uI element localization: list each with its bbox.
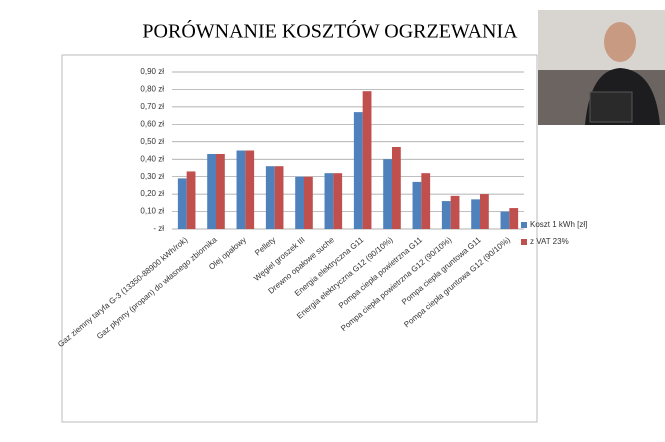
- bar: [245, 150, 255, 229]
- legend-swatch: [521, 222, 527, 228]
- webcam-wall: [538, 10, 665, 70]
- bar: [333, 173, 343, 229]
- bar: [324, 173, 334, 229]
- bar: [265, 166, 275, 229]
- webcam: [538, 10, 665, 125]
- webcam-laptop: [589, 91, 633, 123]
- bar: [353, 112, 363, 229]
- bar: [236, 150, 246, 229]
- y-tick-label: 0,80 zł: [140, 85, 164, 94]
- bar: [304, 176, 313, 229]
- y-tick-label: 0,20 zł: [140, 189, 164, 198]
- bar: [471, 199, 480, 229]
- bar: [450, 195, 460, 229]
- chart-frame: [61, 54, 538, 423]
- bar: [392, 147, 401, 229]
- bar: [207, 153, 216, 229]
- bar: [295, 176, 304, 229]
- bar: [362, 91, 372, 229]
- webcam-face: [604, 22, 636, 62]
- bar: [383, 159, 392, 229]
- y-tick-label: 0,10 zł: [140, 207, 164, 216]
- bar: [441, 201, 451, 229]
- y-tick-label: - zł: [153, 224, 164, 233]
- chart-title: PORÓWNANIE KOSZTÓW OGRZEWANIA: [142, 19, 518, 43]
- bar: [509, 208, 519, 229]
- bar: [274, 166, 284, 229]
- bar: [216, 153, 225, 229]
- y-tick-label: 0,40 zł: [140, 154, 164, 163]
- legend-label: z VAT 23%: [530, 237, 569, 246]
- bar: [421, 173, 431, 229]
- y-tick-label: 0,70 zł: [140, 102, 164, 111]
- legend-swatch: [521, 239, 527, 245]
- bar: [186, 171, 196, 229]
- bar: [177, 178, 187, 229]
- y-tick-label: 0,60 zł: [140, 119, 164, 128]
- bar: [480, 194, 489, 229]
- bar: [500, 211, 510, 229]
- bar: [412, 181, 422, 229]
- y-tick-label: 0,50 zł: [140, 137, 164, 146]
- y-tick-label: 0,30 zł: [140, 172, 164, 181]
- legend-label: Koszt 1 kWh [zł]: [530, 220, 587, 229]
- y-tick-label: 0,90 zł: [140, 67, 164, 76]
